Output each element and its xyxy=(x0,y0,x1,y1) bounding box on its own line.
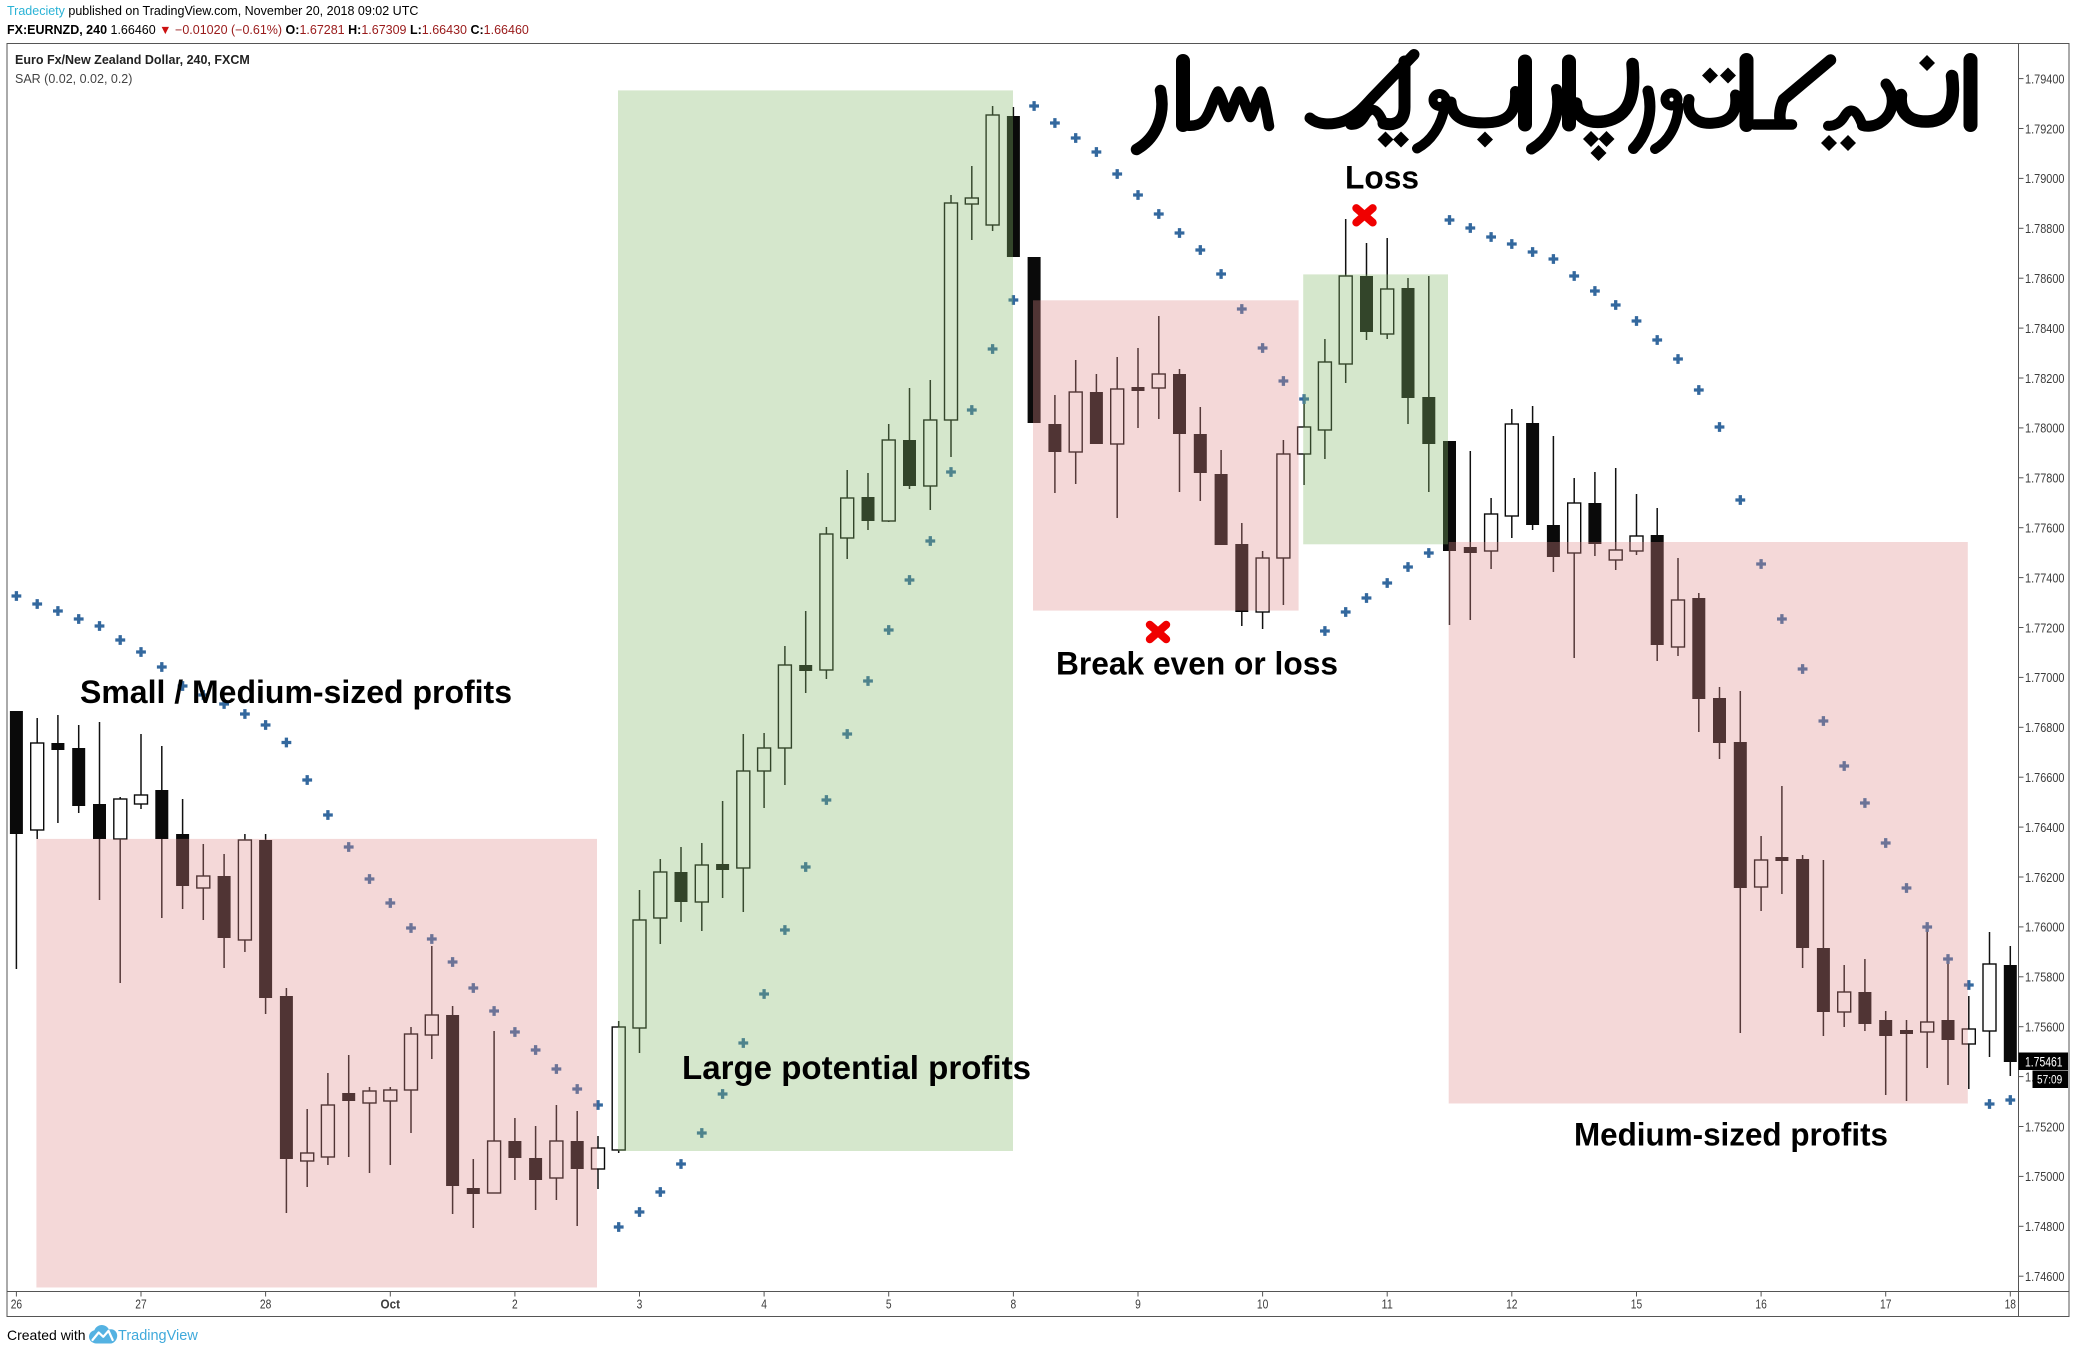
svg-text:SAR (0.02, 0.02, 0.2): SAR (0.02, 0.02, 0.2) xyxy=(15,72,132,86)
svg-text:4: 4 xyxy=(761,1298,767,1312)
svg-text:1.76400: 1.76400 xyxy=(2025,821,2065,835)
svg-text:1.76600: 1.76600 xyxy=(2025,771,2065,785)
svg-text:1.77400: 1.77400 xyxy=(2025,571,2065,585)
svg-text:3: 3 xyxy=(637,1298,643,1312)
svg-text:8: 8 xyxy=(1011,1298,1017,1312)
svg-text:1.74800: 1.74800 xyxy=(2025,1220,2065,1234)
svg-text:1.75000: 1.75000 xyxy=(2025,1170,2065,1184)
svg-text:Break even or loss: Break even or loss xyxy=(1056,646,1338,682)
svg-text:11: 11 xyxy=(1382,1298,1393,1312)
svg-text:Large potential profits: Large potential profits xyxy=(682,1049,1031,1086)
svg-text:Loss: Loss xyxy=(1345,160,1419,196)
svg-text:1.75600: 1.75600 xyxy=(2025,1021,2065,1035)
svg-text:1.77000: 1.77000 xyxy=(2025,671,2065,685)
svg-text:Euro Fx/New Zealand Dollar, 24: Euro Fx/New Zealand Dollar, 240, FXCM xyxy=(15,53,250,67)
svg-text:Medium-sized profits: Medium-sized profits xyxy=(1574,1117,1888,1153)
svg-text:1.76200: 1.76200 xyxy=(2025,871,2065,885)
svg-text:1.77800: 1.77800 xyxy=(2025,472,2065,486)
svg-text:1.78000: 1.78000 xyxy=(2025,422,2065,436)
svg-text:27: 27 xyxy=(135,1298,146,1312)
svg-text:1.78800: 1.78800 xyxy=(2025,222,2065,236)
svg-text:1.79000: 1.79000 xyxy=(2025,172,2065,186)
svg-text:5: 5 xyxy=(886,1298,892,1312)
svg-text:1.75200: 1.75200 xyxy=(2025,1120,2065,1134)
svg-text:1.78200: 1.78200 xyxy=(2025,372,2065,386)
svg-text:FX:EURNZD, 240 1.66460 ▼ −0.01: FX:EURNZD, 240 1.66460 ▼ −0.01020 (−0.61… xyxy=(7,23,529,37)
svg-text:12: 12 xyxy=(1506,1298,1517,1312)
svg-text:1.78400: 1.78400 xyxy=(2025,322,2065,336)
svg-text:Created with: Created with xyxy=(7,1327,86,1343)
svg-text:1.74600: 1.74600 xyxy=(2025,1270,2065,1284)
svg-text:Tradeciety published on Tradin: Tradeciety published on TradingView.com,… xyxy=(7,4,418,18)
svg-text:1.76800: 1.76800 xyxy=(2025,721,2065,735)
svg-text:28: 28 xyxy=(260,1298,271,1312)
svg-text:TradingView: TradingView xyxy=(118,1328,198,1344)
svg-text:18: 18 xyxy=(2005,1298,2016,1312)
svg-text:26: 26 xyxy=(11,1298,22,1312)
svg-text:9: 9 xyxy=(1135,1298,1141,1312)
svg-text:16: 16 xyxy=(1755,1298,1766,1312)
svg-text:1.77600: 1.77600 xyxy=(2025,522,2065,536)
svg-text:Small / Medium-sized profits: Small / Medium-sized profits xyxy=(80,674,512,710)
svg-text:1.77200: 1.77200 xyxy=(2025,621,2065,635)
svg-text:1.75800: 1.75800 xyxy=(2025,971,2065,985)
svg-text:1.79400: 1.79400 xyxy=(2025,72,2065,86)
svg-text:15: 15 xyxy=(1631,1298,1642,1312)
svg-text:17: 17 xyxy=(1880,1298,1891,1312)
svg-text:57:09: 57:09 xyxy=(2037,1073,2062,1087)
svg-text:2: 2 xyxy=(512,1298,518,1312)
svg-text:1.75461: 1.75461 xyxy=(2025,1055,2063,1070)
svg-text:1.79200: 1.79200 xyxy=(2025,122,2065,136)
svg-text:1.78600: 1.78600 xyxy=(2025,272,2065,286)
svg-text:10: 10 xyxy=(1257,1298,1268,1312)
svg-text:1.76000: 1.76000 xyxy=(2025,921,2065,935)
svg-text:Oct: Oct xyxy=(381,1298,401,1312)
